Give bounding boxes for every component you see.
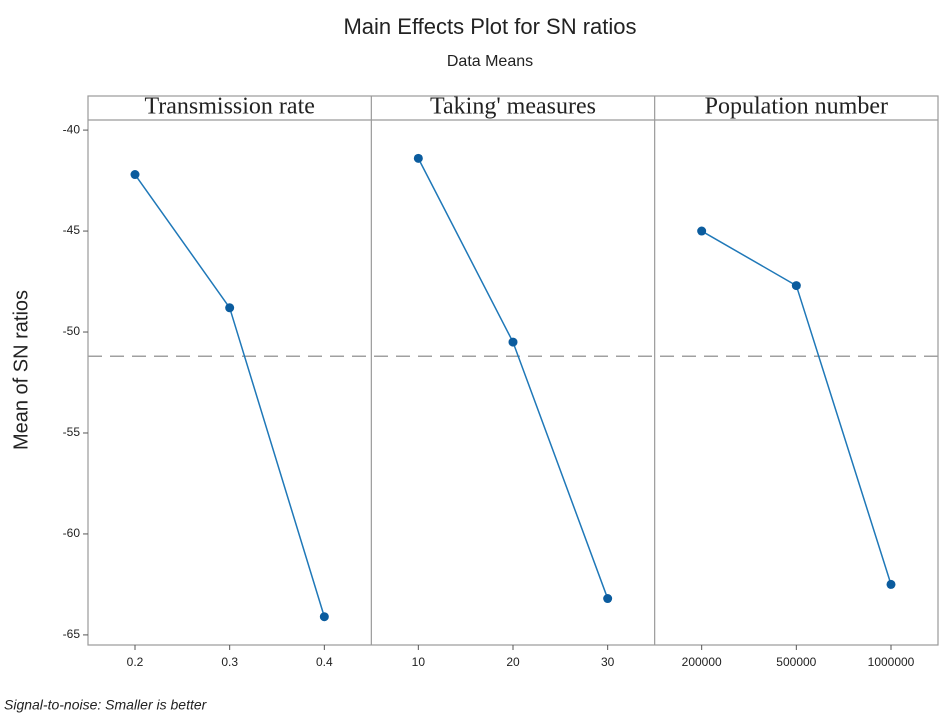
x-tick-label: 1000000 xyxy=(868,655,915,669)
panel-header: Taking' measures xyxy=(430,94,596,120)
y-tick-label: -50 xyxy=(63,324,81,338)
effect-point xyxy=(319,612,329,622)
footnote: Signal-to-noise: Smaller is better xyxy=(4,697,208,713)
effect-point xyxy=(130,170,140,180)
panel-header: Transmission rate xyxy=(144,94,314,120)
x-tick-label: 0.4 xyxy=(316,655,333,669)
y-tick-label: -45 xyxy=(63,223,81,237)
x-tick-label: 10 xyxy=(412,655,426,669)
effect-point xyxy=(508,337,518,347)
plot-frame xyxy=(87,95,939,646)
effect-point xyxy=(886,579,896,589)
x-tick-label: 20 xyxy=(506,655,520,669)
y-tick-label: -60 xyxy=(63,526,81,540)
chart-subtitle: Data Means xyxy=(447,53,533,70)
y-tick-label: -65 xyxy=(63,627,81,641)
x-tick-label: 30 xyxy=(601,655,615,669)
x-tick-label: 0.2 xyxy=(127,655,144,669)
effect-line xyxy=(134,174,326,617)
effect-point xyxy=(697,226,707,236)
effect-point xyxy=(603,594,613,604)
effect-point xyxy=(413,153,423,163)
effect-point xyxy=(791,281,801,291)
x-tick-label: 200000 xyxy=(682,655,722,669)
effect-line xyxy=(417,158,609,599)
y-tick-label: -40 xyxy=(63,122,81,136)
chart-title: Main Effects Plot for SN ratios xyxy=(343,14,636,39)
y-tick-label: -55 xyxy=(63,425,81,439)
x-tick-label: 500000 xyxy=(776,655,816,669)
y-axis-label: Mean of SN ratios xyxy=(10,290,32,450)
panel-header: Population number xyxy=(705,94,888,120)
effect-point xyxy=(225,303,235,313)
x-tick-label: 0.3 xyxy=(221,655,238,669)
